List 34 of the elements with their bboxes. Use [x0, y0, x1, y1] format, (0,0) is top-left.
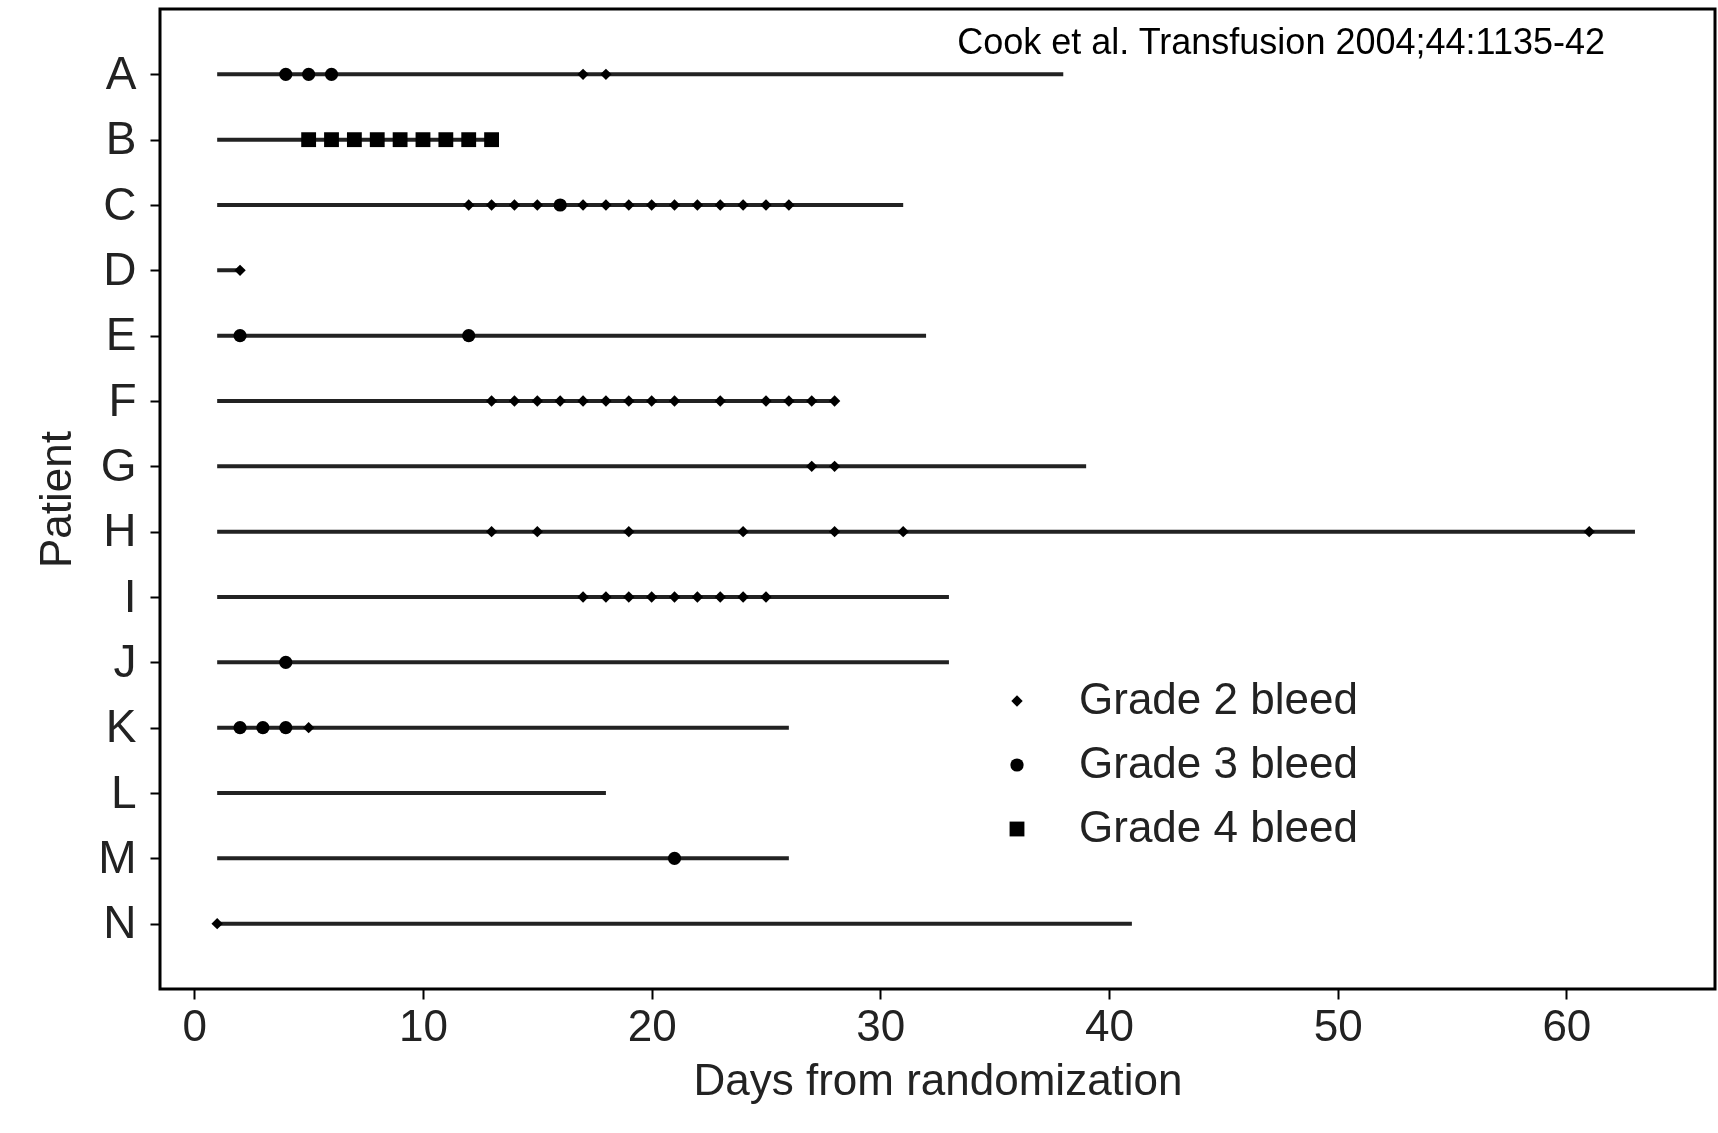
bar: [217, 464, 1087, 469]
y-tick-label: K: [105, 700, 137, 753]
x-tick-label: 30: [856, 1000, 906, 1050]
x-tick-label: 40: [1085, 1000, 1134, 1050]
bar: [217, 856, 789, 861]
y-tick-label: M: [98, 830, 137, 883]
bar: [217, 529, 1635, 534]
y-tick-label: G: [100, 438, 137, 491]
y-tick-label: A: [105, 46, 137, 99]
annotation: Cook et al. Transfusion 2004;44:1135-42: [957, 21, 1605, 62]
bar: [217, 660, 949, 665]
x-tick-label: 10: [399, 1000, 448, 1050]
y-axis-title: Patient: [31, 431, 81, 568]
legend-label: Grade 3 bleed: [1079, 738, 1358, 787]
y-tick-label: E: [105, 308, 137, 361]
y-tick-label: D: [103, 242, 137, 295]
y-tick-label: J: [113, 634, 137, 687]
x-tick-label: 20: [627, 1000, 677, 1050]
y-tick-label: B: [105, 112, 137, 165]
legend-label: Grade 4 bleed: [1079, 802, 1358, 851]
bar: [217, 791, 606, 795]
y-tick-label: N: [103, 896, 137, 949]
y-tick-label: H: [103, 504, 137, 557]
x-tick-label: 60: [1542, 1000, 1592, 1050]
x-axis-title: Days from randomization: [693, 1054, 1183, 1104]
y-tick-label: C: [103, 177, 137, 230]
bar: [217, 333, 927, 338]
x-tick-label: 50: [1313, 1000, 1363, 1050]
y-tick-label: F: [108, 373, 137, 426]
y-tick-label: I: [123, 569, 137, 622]
legend-label: Grade 2 bleed: [1079, 674, 1358, 723]
x-tick-label: 0: [182, 1000, 208, 1050]
bar: [217, 725, 789, 730]
y-tick-label: L: [110, 765, 137, 818]
